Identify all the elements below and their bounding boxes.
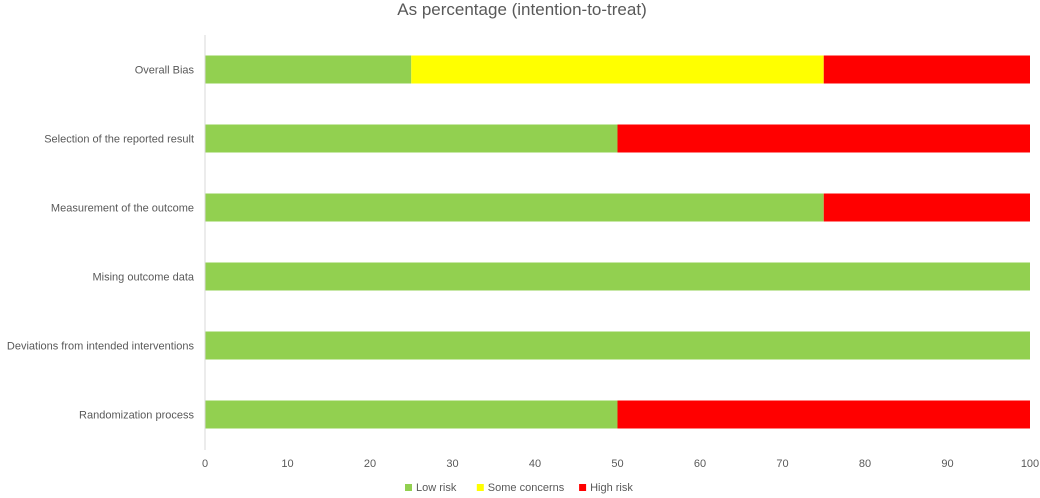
- bar-segment-low-risk: [205, 262, 1030, 291]
- bar-segment-high-risk: [617, 124, 1030, 153]
- legend-swatch: [405, 484, 412, 491]
- bar-segment-low-risk: [205, 331, 1030, 360]
- bar-segment-low-risk: [205, 55, 412, 84]
- x-tick-label: 40: [529, 458, 541, 470]
- x-tick-label: 70: [776, 458, 788, 470]
- legend-label: Some concerns: [488, 482, 565, 494]
- category-label: Measurement of the outcome: [51, 203, 194, 215]
- bars-layer: [205, 55, 1030, 429]
- bar-segment-low-risk: [205, 400, 618, 429]
- x-tick-label: 60: [694, 458, 706, 470]
- x-tick-label: 20: [364, 458, 376, 470]
- legend: Low risk Some concerns High risk: [405, 482, 633, 494]
- category-label: Overall Bias: [135, 65, 195, 77]
- legend-label: High risk: [590, 482, 633, 494]
- legend-label: Low risk: [416, 482, 457, 494]
- bar-segment-low-risk: [205, 124, 618, 153]
- chart-title: As percentage (intention-to-treat): [397, 0, 646, 19]
- legend-item-some-concerns: Some concerns: [476, 482, 565, 494]
- category-label: Deviations from intended interventions: [7, 341, 195, 353]
- legend-swatch: [476, 484, 484, 491]
- category-labels: Overall Bias Selection of the reported re…: [7, 65, 195, 422]
- x-tick-label: 0: [202, 458, 208, 470]
- bar-segment-high-risk: [823, 193, 1030, 222]
- legend-item-high-risk: High risk: [579, 482, 633, 494]
- x-tick-label: 50: [611, 458, 623, 470]
- x-tick-label: 10: [281, 458, 293, 470]
- category-label: Selection of the reported result: [44, 134, 194, 146]
- bar-segment-high-risk: [823, 55, 1030, 84]
- bar-segment-some-concerns: [411, 55, 824, 84]
- category-label: Mising outcome data: [93, 272, 195, 284]
- bar-segment-high-risk: [617, 400, 1030, 429]
- bar-segment-low-risk: [205, 193, 824, 222]
- x-tick-label: 30: [446, 458, 458, 470]
- x-tick-label: 80: [859, 458, 871, 470]
- x-tick-label: 100: [1021, 458, 1039, 470]
- x-axis-ticks: 0 10 20 30 40 50 60 70 80 90 100: [202, 458, 1039, 470]
- x-tick-label: 90: [941, 458, 953, 470]
- legend-swatch: [579, 484, 587, 491]
- legend-item-low-risk: Low risk: [405, 482, 457, 494]
- category-label: Randomization process: [79, 410, 194, 422]
